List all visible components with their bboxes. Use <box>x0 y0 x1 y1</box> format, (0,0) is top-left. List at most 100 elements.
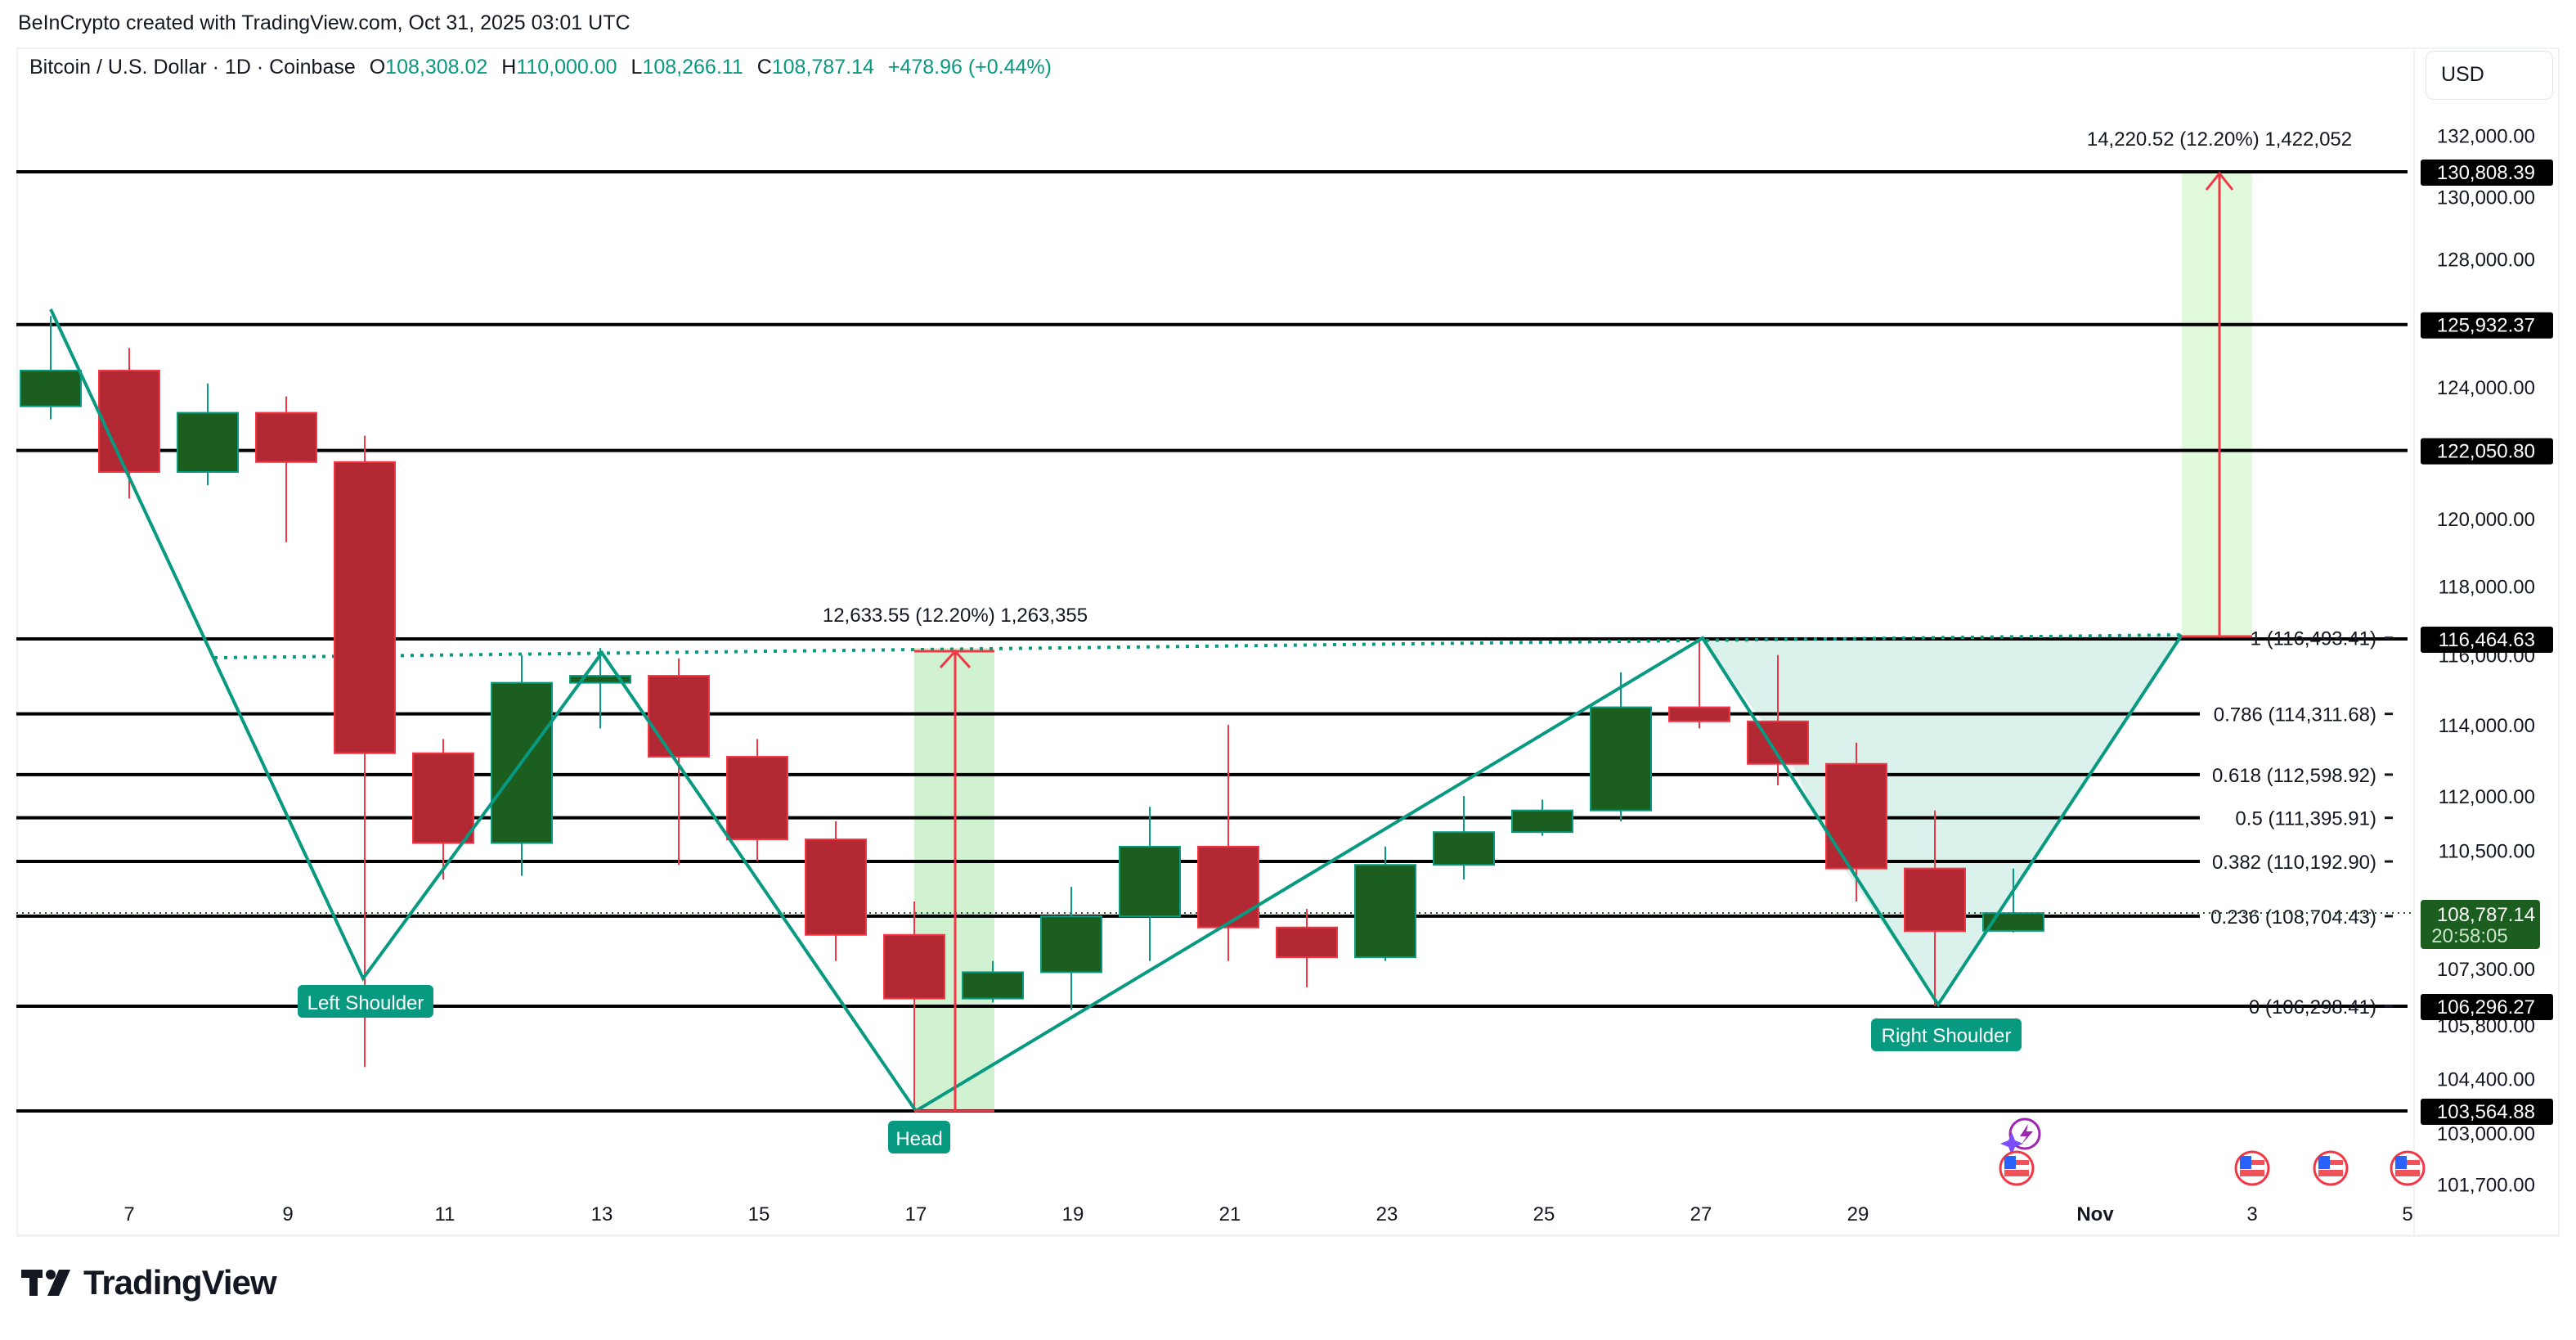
fib-label: 0.5 (111,395.91) <box>2235 808 2376 830</box>
us-flag-event-icon[interactable] <box>2390 1150 2426 1186</box>
candle[interactable] <box>255 396 317 542</box>
candle[interactable] <box>805 821 867 961</box>
candle-body <box>255 411 317 463</box>
candle-body <box>20 369 82 407</box>
svg-text:20:58:05: 20:58:05 <box>2431 925 2507 947</box>
candle[interactable] <box>883 902 945 1110</box>
candle-body <box>1040 915 1102 974</box>
price-tick-label: 104,400.00 <box>2437 1069 2535 1091</box>
candle[interactable] <box>1276 909 1338 987</box>
change-value: +478.96 (+0.44%) <box>887 56 1052 79</box>
svg-text:Right Shoulder: Right Shoulder <box>1882 1025 2012 1047</box>
fib-label: 0.786 (114,311.68) <box>2214 704 2376 726</box>
candle[interactable] <box>334 435 396 1068</box>
candle[interactable] <box>177 383 239 486</box>
close-value: 108,787.14 <box>771 56 874 79</box>
low-label: L <box>631 56 643 79</box>
open-label: O <box>369 56 386 79</box>
svg-text:Head: Head <box>895 1128 942 1150</box>
price-tick-label: 107,300.00 <box>2437 959 2535 981</box>
high-label: H <box>501 56 517 79</box>
last-price-tag: 108,787.14 20:58:05 <box>2421 900 2540 949</box>
price-tag-bg <box>2421 160 2553 186</box>
candle-body <box>334 461 396 754</box>
price-tag-bg <box>2421 626 2553 653</box>
candle-body <box>569 675 631 684</box>
price-tick-label: 118,000.00 <box>2439 577 2535 599</box>
candle[interactable] <box>1119 807 1181 961</box>
candle[interactable] <box>1668 641 1730 729</box>
fib-label: 1 (116,493.41) <box>2251 628 2376 650</box>
candle-body <box>1511 809 1573 834</box>
us-flag-event-icon[interactable] <box>2313 1150 2349 1186</box>
price-axis[interactable]: 132,000.00 130,000.00 128,000.00 124,000.00… <box>2437 125 2535 1196</box>
time-tick-label: 3 <box>2246 1203 2257 1225</box>
time-tick-label: 19 <box>1062 1203 1084 1225</box>
time-tick-label: 9 <box>282 1203 293 1225</box>
price-tag-label: 106,296.27 <box>2437 996 2535 1018</box>
price-tick-label: 130,000.00 <box>2437 187 2535 209</box>
label-right-shoulder: Right Shoulder <box>1871 1018 2022 1051</box>
price-tag-bg <box>2421 438 2553 465</box>
candle-body <box>1904 867 1966 933</box>
candle[interactable] <box>1040 887 1102 1010</box>
candle[interactable] <box>412 739 474 880</box>
candle[interactable] <box>648 658 710 866</box>
candle[interactable] <box>1433 796 1495 880</box>
price-tag-label: 125,932.37 <box>2437 315 2535 337</box>
measure-box-target <box>2182 173 2252 636</box>
time-tick-label: 5 <box>2402 1203 2412 1225</box>
label-left-shoulder: Left Shoulder <box>298 985 433 1018</box>
tradingview-wordmark: TradingView <box>83 1263 277 1302</box>
candle[interactable] <box>1511 799 1573 836</box>
candle-body <box>1354 864 1416 959</box>
candlestick-series[interactable] <box>20 316 2044 1110</box>
price-tag-bg <box>2421 994 2553 1021</box>
candle[interactable] <box>1590 672 1652 821</box>
earnings-event-icon[interactable] <box>2000 1117 2041 1155</box>
time-axis[interactable]: 7 9 11 13 15 17 19 21 23 25 27 29 Nov 3 5 <box>123 1203 2412 1225</box>
measure-text-target: 14,220.52 (12.20%) 1,422,052 <box>2087 128 2352 151</box>
candle[interactable] <box>726 739 788 861</box>
candle[interactable] <box>962 960 1024 1003</box>
label-head: Head <box>888 1121 950 1153</box>
symbol-title[interactable]: Bitcoin / U.S. Dollar · 1D · Coinbase <box>29 56 356 79</box>
fib-label: 0.382 (110,192.90) <box>2212 852 2376 874</box>
measure-text-head: 12,633.55 (12.20%) 1,263,355 <box>823 605 1088 627</box>
candle[interactable] <box>1747 654 1809 785</box>
candle[interactable] <box>20 316 82 420</box>
us-flag-event-icon[interactable] <box>2234 1150 2270 1186</box>
candle[interactable] <box>569 648 631 729</box>
currency-button[interactable]: USD <box>2426 51 2553 100</box>
us-flag-event-icon[interactable] <box>1999 1150 2035 1186</box>
price-tags: 130,808.39 125,932.37 122,050.80 116,464.63… <box>2421 160 2553 1125</box>
candle-body <box>1197 845 1259 929</box>
pattern-fill <box>214 635 2182 1111</box>
candle-body <box>1825 762 1887 870</box>
time-tick-label: 7 <box>123 1203 134 1225</box>
chart-credit: BeInCrypto created with TradingView.com,… <box>18 11 631 34</box>
candle-body <box>1982 912 2044 932</box>
candle-body <box>726 756 788 841</box>
time-tick-label: 13 <box>591 1203 613 1225</box>
candle[interactable] <box>98 348 160 499</box>
time-tick-label: 21 <box>1219 1203 1241 1225</box>
svg-text:108,787.14: 108,787.14 <box>2437 904 2535 926</box>
fib-label: 0 (106,298.41) <box>2249 996 2376 1018</box>
candle-body <box>412 752 474 844</box>
neckline-dotted <box>213 633 2183 659</box>
tradingview-logo: TradingView <box>20 1263 277 1302</box>
candle[interactable] <box>1197 725 1259 961</box>
candle[interactable] <box>1354 846 1416 961</box>
candle[interactable] <box>1982 868 2044 933</box>
candle[interactable] <box>1825 742 1887 902</box>
symbol-legend: Bitcoin / U.S. Dollar · 1D · Coinbase O 1… <box>29 56 1052 79</box>
time-tick-label: 27 <box>1690 1203 1712 1225</box>
price-tick-label: 101,700.00 <box>2437 1174 2535 1196</box>
candle-body <box>1119 845 1181 918</box>
close-label: C <box>756 56 772 79</box>
candle[interactable] <box>491 654 553 876</box>
candle[interactable] <box>1904 810 1966 1006</box>
price-tag-bg <box>2421 312 2553 339</box>
